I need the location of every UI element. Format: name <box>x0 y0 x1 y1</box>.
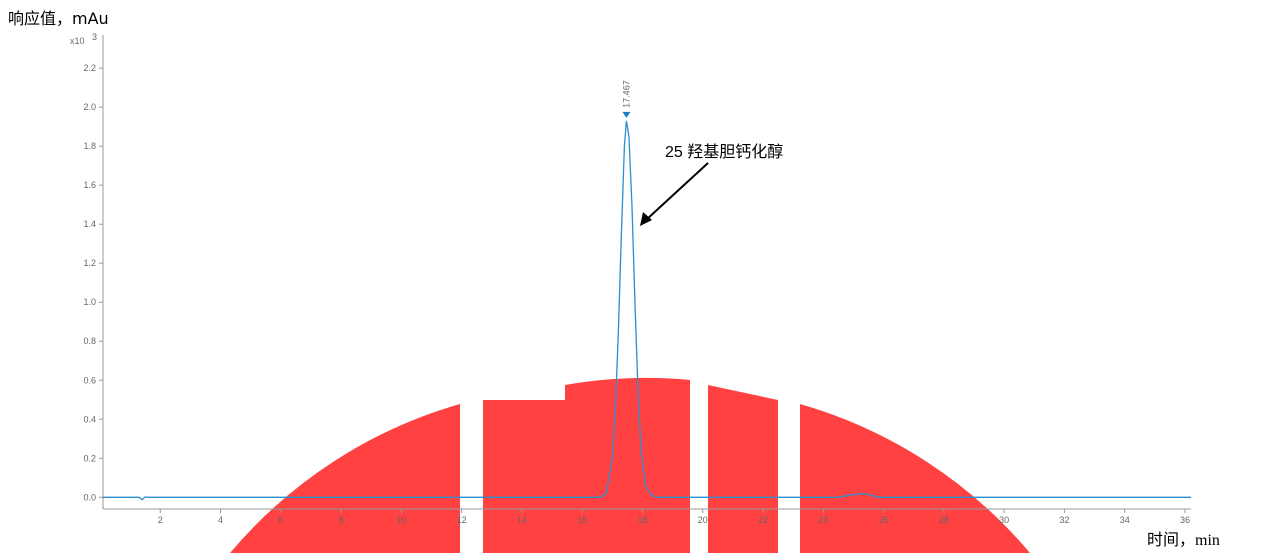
watermark <box>230 377 1030 553</box>
x-tick-label: 26 <box>879 515 889 525</box>
y-tick-label: 0.6 <box>83 375 96 385</box>
x-tick-label: 16 <box>577 515 587 525</box>
y-multiplier: x10 <box>70 36 85 46</box>
y-tick-label: 0.2 <box>83 453 96 463</box>
y-tick-label: 1.2 <box>83 258 96 268</box>
peak-label: 17.467 <box>621 80 631 108</box>
x-tick-label: 20 <box>698 515 708 525</box>
x-tick-label: 12 <box>457 515 467 525</box>
x-tick-label: 28 <box>939 515 949 525</box>
annotation-arrow <box>645 162 709 221</box>
x-tick-label: 34 <box>1120 515 1130 525</box>
y-tick-label: 0.8 <box>83 336 96 346</box>
x-tick-label: 36 <box>1180 515 1190 525</box>
y-tick-label: 1.4 <box>83 219 96 229</box>
y-axis-label: 响应值，mAu <box>8 9 109 28</box>
x-tick-label: 2 <box>158 515 163 525</box>
x-tick-label: 14 <box>517 515 527 525</box>
y-tick-label: 2.0 <box>83 102 96 112</box>
y-tick-label: 0.4 <box>83 414 96 424</box>
x-tick-label: 10 <box>396 515 406 525</box>
x-tick-label: 24 <box>818 515 828 525</box>
x-tick-label: 22 <box>758 515 768 525</box>
x-tick-label: 6 <box>278 515 283 525</box>
x-tick-label: 18 <box>637 515 647 525</box>
x-tick-label: 30 <box>999 515 1009 525</box>
y-tick-label: 1.0 <box>83 297 96 307</box>
series-line <box>103 120 1191 501</box>
x-tick-label: 8 <box>339 515 344 525</box>
y-tick-label: 1.6 <box>83 180 96 190</box>
y-tick-label: 0.0 <box>83 492 96 502</box>
y-multiplier-exp: 3 <box>92 32 97 42</box>
y-tick-label: 2.2 <box>83 63 96 73</box>
x-tick-label: 32 <box>1059 515 1069 525</box>
x-tick-label: 4 <box>218 515 223 525</box>
peak-marker <box>622 111 631 118</box>
annotation: 25 羟基胆钙化醇 <box>665 143 783 161</box>
y-tick-label: 1.8 <box>83 141 96 151</box>
annotation-arrowhead <box>640 212 652 226</box>
x-axis-label: 时间，min <box>1147 531 1220 549</box>
